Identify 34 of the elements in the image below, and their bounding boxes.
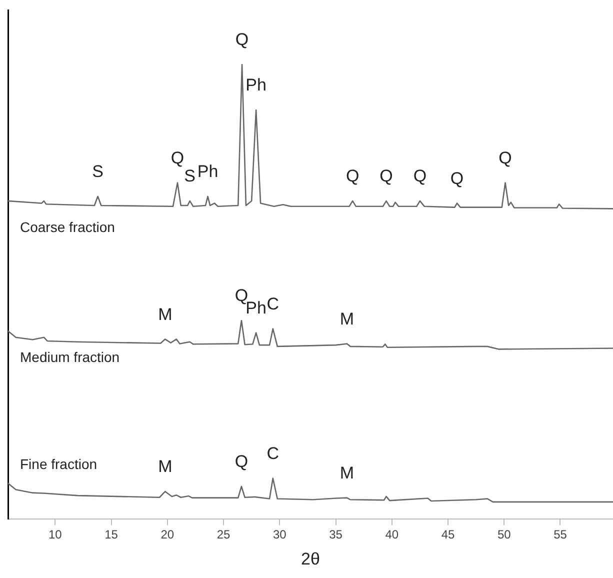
annotation: Q — [450, 168, 464, 188]
annotation: M — [340, 309, 354, 328]
x-tick-label: 45 — [441, 528, 455, 542]
x-tick-label: 50 — [497, 528, 512, 542]
annotation: Q — [413, 166, 427, 186]
x-tick-label: 40 — [385, 528, 399, 542]
x-tick-label: 20 — [160, 528, 174, 542]
annotation: S — [92, 162, 104, 182]
annotation: Q — [346, 166, 360, 186]
series-label: Fine fraction — [20, 456, 98, 472]
annotation: C — [266, 444, 280, 463]
annotation: Q — [235, 30, 249, 50]
annotation: Q — [234, 452, 248, 472]
annotation: Ph — [246, 76, 266, 95]
annotation: Q — [498, 148, 512, 168]
x-tick-label: 35 — [329, 528, 343, 542]
annotation: M — [158, 457, 172, 476]
annotation: Ph — [246, 298, 266, 318]
annotation: S — [184, 166, 196, 186]
annotation: M — [340, 464, 354, 483]
series-label: Medium fraction — [20, 348, 120, 365]
annotation: M — [158, 304, 172, 324]
x-tick-label: 30 — [272, 528, 287, 542]
x-tick-label: 55 — [554, 528, 568, 542]
x-tick-label: 15 — [104, 528, 118, 542]
x-tick-label: 25 — [216, 528, 231, 542]
annotation: Q — [170, 148, 184, 168]
x-axis-title: 2θ — [301, 549, 320, 568]
series-label: Coarse fraction — [20, 218, 115, 235]
annotation: Q — [380, 166, 393, 186]
annotation: C — [266, 294, 280, 314]
x-tick-label: 10 — [48, 528, 62, 542]
annotation: Ph — [197, 162, 218, 182]
annotation: Q — [234, 286, 248, 306]
